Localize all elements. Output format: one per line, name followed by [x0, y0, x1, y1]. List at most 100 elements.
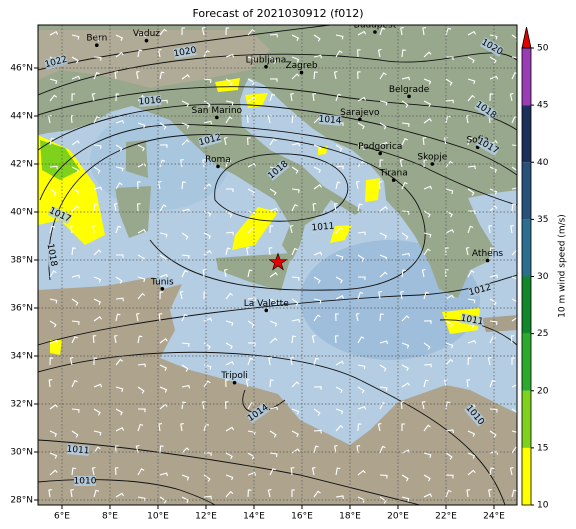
- wind-barb: [159, 496, 167, 504]
- wind-barb: [467, 30, 476, 36]
- wind-barb: [247, 162, 256, 168]
- wind-barb: [291, 34, 300, 42]
- colorbar-bin: [522, 162, 531, 220]
- wind-barb: [401, 122, 410, 127]
- wind-barb: [423, 342, 431, 350]
- wind-barb: [511, 408, 517, 416]
- wind-barb: [93, 144, 102, 149]
- wind-barb: [445, 99, 454, 104]
- wind-barb: [333, 70, 338, 80]
- wind-area: [40, 140, 80, 180]
- isobar: [38, 479, 216, 505]
- wind-barb: [137, 408, 146, 413]
- wind-barb: [421, 401, 426, 410]
- wind-barb: [401, 364, 409, 372]
- wind-barb: [137, 423, 144, 432]
- wind-barb: [467, 210, 476, 215]
- wind-barb: [357, 406, 367, 410]
- wind-barb: [92, 335, 97, 344]
- wind-barb: [357, 364, 366, 370]
- city-dot: [378, 151, 383, 156]
- wind-barb: [137, 203, 141, 212]
- y-tick-label: 28°N: [10, 496, 33, 506]
- wind-area: [330, 225, 352, 243]
- wind-barb: [401, 49, 406, 58]
- wind-barb: [511, 384, 517, 388]
- isobar-label-bg: [138, 95, 162, 107]
- wind-barb: [93, 186, 103, 191]
- wind-barb: [422, 137, 427, 146]
- wind-barb: [466, 379, 471, 388]
- wind-barb: [311, 334, 316, 344]
- wind-barb: [115, 34, 124, 41]
- wind-barb: [357, 231, 366, 236]
- wind-barb: [247, 489, 252, 498]
- wind-barb: [269, 188, 277, 196]
- wind-barb: [137, 292, 146, 300]
- wind-barb: [269, 33, 278, 38]
- isobar-label-bg: [173, 45, 197, 59]
- wind-barb: [247, 115, 251, 124]
- wind-barb: [401, 315, 410, 322]
- city-dot: [264, 65, 268, 69]
- wind-barb: [379, 122, 387, 130]
- wind-barb: [203, 78, 212, 83]
- isobar-label-bg: [74, 476, 96, 486]
- wind-barb: [157, 180, 162, 190]
- city-dot: [216, 164, 220, 169]
- colorbar-tick-label: 35: [537, 215, 548, 225]
- city-dot: [407, 94, 411, 99]
- wind-barb: [312, 93, 316, 102]
- wind-barb: [137, 144, 145, 152]
- x-tick-label: 8°E: [102, 512, 118, 522]
- wind-barb: [225, 320, 234, 327]
- wind-barb: [379, 27, 386, 36]
- wind-barb: [71, 75, 81, 80]
- wind-barb: [115, 408, 123, 416]
- isobar-label-bg: [479, 37, 505, 57]
- wind-barb: [379, 340, 389, 345]
- x-tick-label: 12°E: [195, 512, 217, 522]
- wind-barb: [312, 203, 317, 212]
- wind-barb: [333, 202, 338, 212]
- wind-barb: [335, 424, 344, 432]
- wind-barb: [202, 269, 207, 278]
- wind-barb: [423, 452, 432, 458]
- city-label: Skopje: [417, 153, 447, 163]
- wind-barb: [444, 378, 448, 388]
- wind-barb: [71, 247, 76, 256]
- wind-barb: [92, 225, 96, 234]
- wind-barb: [181, 27, 186, 36]
- wind-barb: [445, 358, 454, 366]
- wind-barb: [269, 78, 278, 82]
- wind-barb: [421, 268, 426, 278]
- wind-barb: [357, 336, 365, 344]
- wind-barb: [488, 225, 492, 234]
- wind-barb: [487, 356, 492, 366]
- wind-barb: [357, 423, 362, 432]
- wind-barb: [225, 247, 231, 256]
- wind-barb: [71, 34, 80, 40]
- wind-barb: [357, 254, 365, 262]
- wind-barb: [203, 232, 212, 240]
- city-dot: [373, 30, 377, 34]
- land-corsica: [126, 140, 148, 178]
- wind-barb: [181, 342, 190, 347]
- wind-barb: [445, 342, 454, 349]
- wind-barb: [49, 469, 58, 476]
- city-dot: [358, 117, 362, 122]
- wind-barb: [247, 96, 257, 102]
- wind-barb: [291, 489, 295, 497]
- city-label: Tirana: [379, 169, 408, 179]
- wind-barb: [357, 160, 366, 168]
- wind-barb: [467, 340, 477, 344]
- y-tick-label: 30°N: [10, 448, 33, 458]
- wind-barb: [335, 313, 339, 322]
- y-tick-label: 40°N: [10, 208, 33, 218]
- wind-barb: [225, 53, 235, 58]
- wind-barb: [71, 379, 78, 388]
- city-dot: [485, 258, 490, 263]
- wind-barb: [181, 269, 188, 278]
- wind-barb: [137, 468, 145, 476]
- wind-barb: [401, 423, 405, 431]
